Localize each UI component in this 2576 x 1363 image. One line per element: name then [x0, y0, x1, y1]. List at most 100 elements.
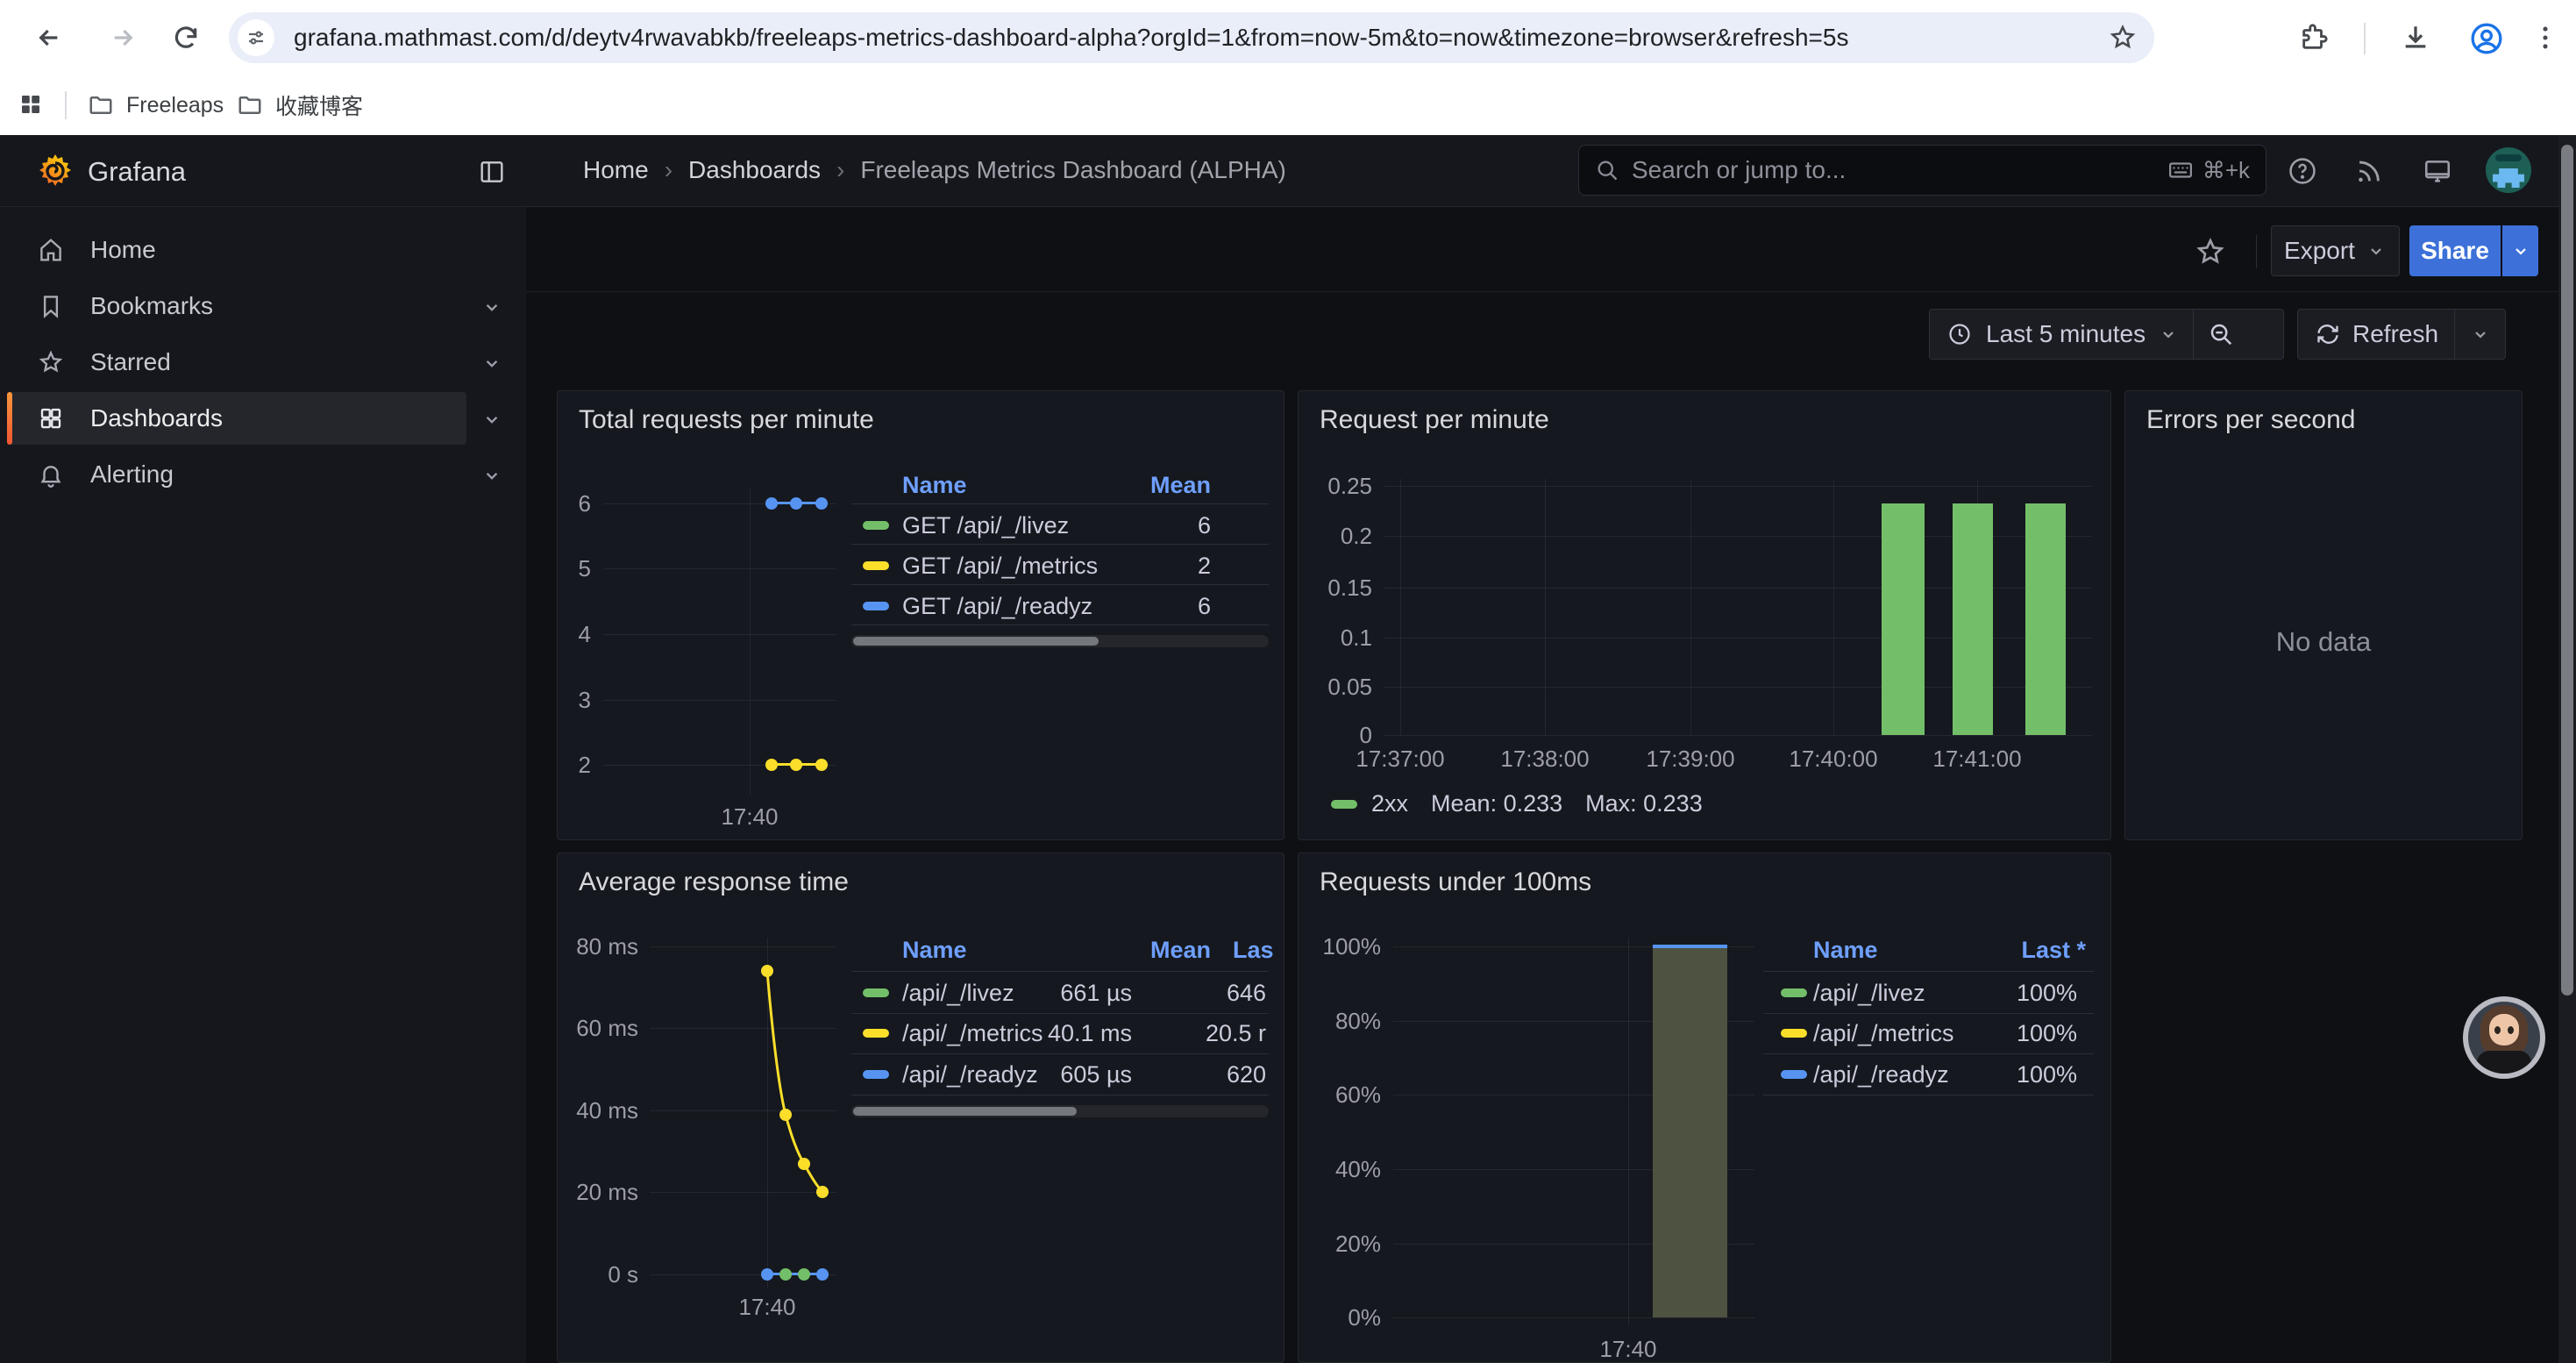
row-divider — [851, 544, 1269, 545]
extensions-icon[interactable] — [2299, 23, 2329, 53]
gridline — [1393, 1169, 1754, 1170]
user-avatar[interactable] — [2486, 147, 2531, 193]
legend-series-name[interactable]: /api/_/metrics — [902, 1020, 1043, 1046]
y-tick: 2 — [578, 752, 591, 778]
page-scrollbar-thumb[interactable] — [2561, 145, 2573, 995]
bookmark-folder-freeleaps[interactable]: Freeleaps — [88, 88, 224, 123]
floating-assistant-avatar[interactable] — [2463, 996, 2545, 1079]
gridline — [603, 568, 836, 569]
legend-scrollbar[interactable] — [851, 1105, 1269, 1117]
sidebar-item-starred[interactable]: Starred — [0, 334, 526, 390]
sidebar-item-alerting[interactable]: Alerting — [0, 446, 526, 503]
reload-icon[interactable] — [172, 24, 200, 52]
legend-header-mean[interactable]: Mean — [1149, 937, 1211, 963]
refresh-interval-chevron-icon[interactable] — [2470, 324, 2491, 345]
panel-title[interactable]: Requests under 100ms — [1320, 867, 1592, 896]
grafana-logo[interactable] — [37, 153, 74, 189]
back-icon[interactable] — [35, 24, 63, 52]
breadcrumb-separator: › — [836, 156, 845, 183]
legend-series-name[interactable]: /api/_/readyz — [1813, 1061, 1949, 1088]
legend-scrollbar[interactable] — [851, 635, 1269, 647]
legend-header-last[interactable]: Las — [1233, 937, 1274, 963]
gridline — [650, 1028, 836, 1029]
sidebar-item-label: Starred — [90, 348, 171, 375]
bookmark-star-icon[interactable] — [2109, 24, 2137, 52]
legend-series-name[interactable]: GET /api/_/metrics — [902, 553, 1099, 579]
legend-series-name[interactable]: /api/_/livez — [1813, 980, 1925, 1006]
dock-menu-icon[interactable] — [478, 158, 506, 186]
share-dropdown-button[interactable] — [2502, 225, 2538, 276]
legend-header-name[interactable]: Name — [902, 937, 967, 963]
legend-series-name[interactable]: GET /api/_/livez — [902, 512, 1070, 539]
profile-icon[interactable] — [2469, 21, 2504, 56]
sidebar-item-dashboards[interactable]: Dashboards — [0, 390, 526, 446]
gridline — [750, 488, 751, 795]
legend-series-name[interactable]: /api/_/livez — [902, 980, 1014, 1006]
breadcrumb: Home › Dashboards › Freeleaps Metrics Da… — [583, 156, 1286, 184]
chevron-down-icon[interactable] — [480, 464, 503, 487]
gridline — [650, 1192, 836, 1193]
monitor-icon[interactable] — [2423, 156, 2452, 186]
search-input[interactable]: Search or jump to... ⌘+k — [1578, 145, 2266, 196]
site-settings-icon[interactable] — [238, 19, 274, 56]
refresh-button-group[interactable]: Refresh — [2297, 309, 2506, 360]
gridline — [650, 946, 836, 947]
x-tick: 17:40 — [1599, 1336, 1657, 1362]
sidebar-item-label: Dashboards — [90, 404, 223, 432]
dashboards-grid-icon — [38, 405, 64, 432]
favorite-star-icon[interactable] — [2195, 236, 2226, 268]
url-bar[interactable]: grafana.mathmast.com/d/deytv4rwavabkb/fr… — [229, 12, 2154, 63]
gridline — [1384, 735, 2092, 736]
legend-series-name[interactable]: GET /api/_/readyz — [902, 593, 1093, 619]
y-tick: 6 — [578, 490, 591, 517]
series-swatch — [1781, 988, 1807, 997]
legend-header-name[interactable]: Name — [902, 472, 967, 498]
divider — [2193, 310, 2195, 359]
zoom-out-button[interactable] — [2208, 321, 2234, 347]
y-tick: 0.15 — [1327, 574, 1372, 601]
legend-series-name[interactable]: 2xx — [1371, 790, 1409, 817]
gridline — [1833, 479, 1834, 735]
forward-icon[interactable] — [109, 24, 137, 52]
search-shortcut: ⌘+k — [2167, 157, 2250, 184]
sidebar-item-bookmarks[interactable]: Bookmarks — [0, 278, 526, 334]
x-tick: 17:40:00 — [1789, 746, 1878, 772]
legend-header-mean[interactable]: Mean — [1149, 472, 1211, 498]
export-button[interactable]: Export — [2271, 225, 2400, 276]
share-button[interactable]: Share — [2409, 225, 2501, 276]
y-tick: 0.2 — [1340, 523, 1372, 549]
sidebar-item-home[interactable]: Home — [0, 222, 526, 278]
breadcrumb-separator: › — [664, 156, 673, 183]
chevron-down-icon — [2163, 332, 2174, 339]
breadcrumb-dashboards[interactable]: Dashboards — [688, 156, 822, 183]
legend-series-name[interactable]: /api/_/metrics — [1813, 1020, 1954, 1046]
scrollbar-thumb[interactable] — [853, 637, 1099, 646]
chevron-down-icon[interactable] — [480, 352, 503, 375]
chevron-down-icon[interactable] — [480, 408, 503, 431]
chevron-down-icon[interactable] — [480, 296, 503, 318]
panel-title[interactable]: Average response time — [579, 867, 849, 896]
panel-title[interactable]: Errors per second — [2146, 405, 2356, 434]
breadcrumb-home[interactable]: Home — [583, 156, 649, 183]
legend-header-last[interactable]: Last * — [2021, 937, 2086, 963]
legend-table: Name Last * /api/_/livez 100% /api/_/met… — [1763, 937, 2094, 1103]
time-range-picker[interactable]: Last 5 minutes — [1929, 309, 2284, 360]
bookmark-folder-blogs[interactable]: 收藏博客 — [237, 88, 363, 123]
panel-title[interactable]: Request per minute — [1320, 405, 1549, 434]
row-divider — [1763, 971, 2094, 972]
url-text[interactable]: grafana.mathmast.com/d/deytv4rwavabkb/fr… — [294, 24, 1849, 51]
scrollbar-thumb[interactable] — [853, 1107, 1077, 1116]
series-swatch — [863, 988, 889, 997]
series-swatch — [863, 602, 889, 610]
legend-last-value: 100% — [2016, 1020, 2077, 1046]
legend-series-name[interactable]: /api/_/readyz — [902, 1061, 1038, 1088]
panel-title[interactable]: Total requests per minute — [579, 405, 874, 434]
browser-menu-icon[interactable] — [2530, 23, 2560, 53]
apps-grid-icon[interactable] — [18, 91, 44, 118]
help-icon[interactable] — [2288, 156, 2317, 186]
downloads-icon[interactable] — [2401, 23, 2430, 53]
gridline — [1384, 588, 2092, 589]
legend-header-name[interactable]: Name — [1813, 937, 1878, 963]
news-rss-icon[interactable] — [2353, 156, 2383, 186]
data-point — [779, 1268, 792, 1281]
